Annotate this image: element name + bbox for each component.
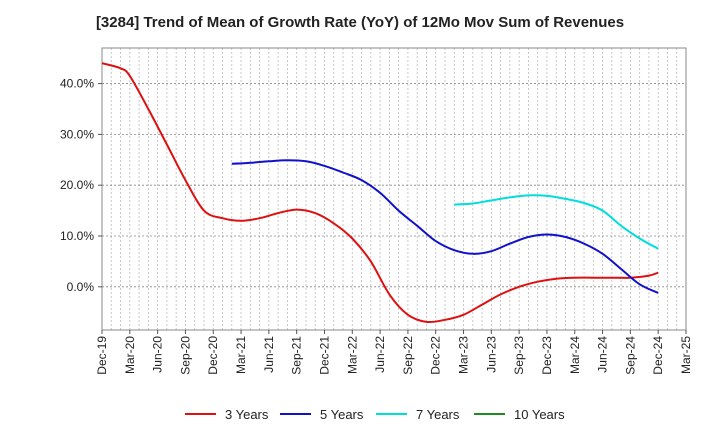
legend-label-7-years: 7 Years	[416, 407, 460, 422]
x-tick-label: Dec-23	[540, 336, 554, 375]
x-tick-label: Sep-20	[178, 336, 192, 375]
x-tick-label: Jun-20	[151, 336, 165, 373]
y-tick-label: 0.0%	[67, 280, 95, 294]
series-line-3-years	[101, 62, 659, 324]
y-tick-label: 10.0%	[60, 229, 94, 243]
legend-label-3-years: 3 Years	[225, 407, 269, 422]
x-tick-label: Dec-22	[429, 336, 443, 375]
y-tick-label: 40.0%	[60, 77, 94, 91]
x-tick-label: Mar-22	[345, 336, 359, 374]
legend: 3 Years 5 Years 7 Years 10 Years	[185, 407, 565, 422]
x-axis: Dec-19 Mar-20 Jun-20 Sep-20 Dec-20 Mar-21 Jun-…	[95, 330, 693, 375]
x-tick-label: Sep-24	[623, 336, 637, 375]
x-tick-label: Mar-24	[568, 336, 582, 374]
legend-label-10-years: 10 Years	[514, 407, 565, 422]
y-tick-label: 20.0%	[60, 178, 94, 192]
legend-label-5-years: 5 Years	[320, 407, 364, 422]
x-tick-label: Mar-25	[679, 336, 693, 374]
x-tick-label: Dec-24	[651, 336, 665, 375]
x-tick-label: Mar-21	[234, 336, 248, 374]
x-tick-label: Dec-21	[317, 336, 331, 375]
y-tick-label: 30.0%	[60, 127, 94, 141]
y-axis: 0.0% 10.0% 20.0% 30.0% 40.0%	[60, 77, 102, 294]
chart-title: [3284] Trend of Mean of Growth Rate (YoY…	[95, 14, 625, 31]
x-tick-label: Sep-21	[290, 336, 304, 375]
series-lines	[101, 62, 659, 324]
x-tick-label: Jun-22	[373, 336, 387, 373]
x-tick-label: Dec-20	[206, 336, 220, 375]
plot-area	[101, 47, 687, 331]
x-tick-label: Jun-21	[262, 336, 276, 373]
x-tick-label: Sep-22	[401, 336, 415, 375]
series-line-7-years	[454, 194, 659, 250]
grid-lines	[102, 48, 686, 330]
x-tick-label: Mar-20	[123, 336, 137, 374]
x-tick-label: Mar-23	[457, 336, 471, 374]
x-tick-label: Sep-23	[512, 336, 526, 375]
series-line-5-years	[231, 159, 659, 294]
x-tick-label: Jun-24	[596, 336, 610, 373]
x-tick-label: Jun-23	[484, 336, 498, 373]
x-tick-label: Dec-19	[95, 336, 109, 375]
